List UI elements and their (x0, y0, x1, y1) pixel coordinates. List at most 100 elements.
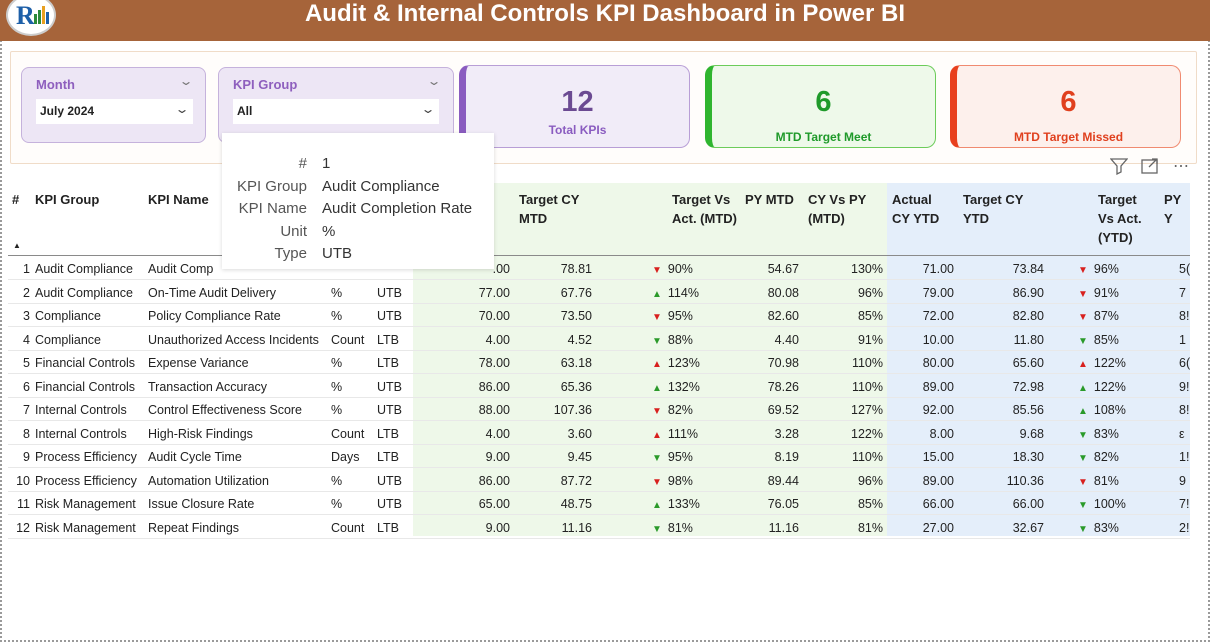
table-row[interactable]: 10 Process Efficiency Automation Utilizati… (8, 469, 1190, 492)
cell-tva-mtd-value: 90% (667, 262, 693, 276)
cell-py-mtd: 80.08 (767, 285, 799, 300)
ytd-columns-background (887, 183, 1190, 536)
sort-ascending-icon[interactable]: ▲ (13, 241, 21, 250)
cell-group: Audit Compliance (35, 285, 133, 300)
header-target-cy-mtd[interactable]: Target CY MTD (519, 192, 580, 226)
cell-target-mtd: 4.52 (567, 332, 592, 347)
cell-tva-ytd-value: 108% (1093, 403, 1126, 417)
table-row[interactable]: 9 Process Efficiency Audit Cycle Time Days L… (8, 445, 1190, 469)
cell-py-mtd: 89.44 (767, 473, 799, 488)
cell-tva-ytd-value: 83% (1093, 520, 1119, 535)
triangle-down-icon: ▼ (1078, 453, 1088, 464)
focus-mode-icon[interactable] (1141, 157, 1159, 180)
cell-n: 7 (23, 403, 30, 417)
cell-tva-mtd-value: 81% (667, 520, 693, 535)
table-row[interactable]: 6 Financial Controls Transaction Accuracy%… (8, 375, 1190, 398)
table-row[interactable]: 2 Audit Compliance On-Time Audit Delivery%… (8, 281, 1190, 304)
cell-py-ytd: ε (1179, 426, 1185, 441)
table-row[interactable]: 5 Financial Controls Expense Variance% LTB 7… (8, 351, 1190, 375)
cell-tva-mtd: ▼ 98% (652, 474, 693, 488)
cell-py-ytd: 7! (1179, 497, 1190, 511)
tooltip-key: Unit (280, 222, 307, 240)
kpi-table: # ▲ KPI Group KPI Name Target CY MTD Tar… (8, 183, 1190, 541)
cell-target-mtd: 73.50 (560, 309, 592, 323)
cell-name: Unauthorized Access Incidents (148, 332, 319, 347)
cell-tva-ytd-value: 122% (1093, 356, 1126, 370)
cell-name: Automation Utilization (148, 473, 269, 488)
cell-n: 2 (23, 285, 30, 300)
filter-icon[interactable] (1109, 157, 1129, 180)
header-target-vs-act-mtd[interactable]: Target Vs Act. (MTD) (672, 192, 737, 226)
cell-tva-mtd: ▼ 95% (652, 450, 693, 464)
table-row[interactable]: 11 Risk Management Issue Closure Rate% UTB 6… (8, 492, 1190, 516)
cell-group: Internal Controls (35, 426, 127, 441)
cell-py-mtd: 8.19 (774, 450, 799, 464)
cell-target-mtd: 65.36 (560, 379, 592, 394)
cell-n: 9 (23, 450, 30, 464)
cell-tva-mtd-value: 133% (667, 497, 700, 511)
header-py-mtd[interactable]: PY MTD (745, 192, 794, 207)
table-row[interactable]: 7 Internal Controls Control Effectiveness … (8, 398, 1190, 422)
cell-unit: Days (331, 450, 360, 464)
month-dropdown[interactable]: July 2024 ⌄ (36, 99, 193, 124)
triangle-down-icon: ▼ (1078, 288, 1088, 300)
cell-name: Audit Cycle Time (148, 450, 242, 464)
kpi-group-slicer[interactable]: KPI Group ⌄ All ⌄ (218, 67, 454, 143)
cell-n: 6 (23, 379, 30, 394)
cell-n: 8 (23, 426, 30, 441)
table-row[interactable]: 12 Risk Management Repeat Findings Count LTB… (8, 516, 1190, 539)
cell-actual-mtd: 9.00 (485, 520, 510, 535)
more-options-icon[interactable]: ⋯ (1173, 158, 1190, 175)
table-row[interactable]: 1 Audit Compliance Audit Comp .00 78.81 54.67… (8, 257, 1190, 281)
cell-type: UTB (377, 309, 402, 323)
mtd-target-missed-label: MTD Target Missed (1013, 130, 1124, 144)
total-kpis-label: Total KPIs (548, 123, 607, 137)
cell-tva-ytd-value: 85% (1093, 332, 1119, 347)
cell-group: Compliance (35, 332, 102, 347)
cell-unit: % (331, 497, 343, 511)
header-target-cy-ytd[interactable]: Target CY YTD (963, 192, 1024, 226)
table-row[interactable]: 4 Compliance Unauthorized Access Incidents… (8, 328, 1190, 351)
header-kpi-name[interactable]: KPI Name (148, 192, 209, 207)
header-actual-cy-ytd[interactable]: Actual CY YTD (892, 192, 940, 226)
header-cy-vs-py-mtd[interactable]: CY Vs PY (MTD) (808, 192, 867, 226)
triangle-down-icon: ▼ (1078, 335, 1088, 347)
cell-n: 12 (16, 520, 30, 535)
cell-tva-ytd-value: 100% (1093, 497, 1126, 511)
cell-tva-ytd-value: 91% (1093, 285, 1119, 300)
header-number[interactable]: # (12, 192, 20, 207)
cell-actual-ytd: 15.00 (922, 450, 954, 464)
header-py-ytd[interactable]: PY Y (1164, 192, 1182, 226)
cell-tva-ytd: ▼ 91% (1078, 286, 1119, 300)
triangle-down-icon: ▼ (1078, 312, 1088, 323)
cell-unit: % (331, 473, 343, 488)
chevron-down-icon[interactable]: ⌄ (178, 74, 194, 88)
cell-actual-mtd: 78.00 (478, 356, 510, 370)
mtd-target-meet-card: 6 MTD Target Meet (705, 65, 936, 148)
cell-py-ytd: 8! (1179, 403, 1190, 417)
cell-n: 5 (23, 356, 30, 370)
cell-n: 1 (23, 262, 30, 276)
cell-type: UTB (377, 473, 402, 488)
cell-tva-ytd: ▼ 82% (1078, 450, 1119, 464)
header-target-vs-act-ytd[interactable]: Target Vs Act. (YTD) (1098, 192, 1142, 245)
header-kpi-group[interactable]: KPI Group (35, 192, 100, 207)
triangle-down-icon: ▼ (652, 265, 662, 276)
chevron-down-icon[interactable]: ⌄ (420, 102, 436, 116)
cell-tva-ytd: ▼ 83% (1078, 427, 1119, 441)
tooltip-key: KPI Name (238, 200, 307, 217)
cell-actual-mtd: 77.00 (478, 285, 510, 300)
chevron-down-icon[interactable]: ⌄ (426, 74, 442, 88)
table-row[interactable]: 3 Compliance Policy Compliance Rate% UTB 70.… (8, 304, 1190, 328)
cell-type: LTB (377, 450, 399, 464)
cell-tva-ytd-value: 87% (1093, 309, 1119, 323)
cell-actual-ytd: 89.00 (922, 379, 954, 394)
chevron-down-icon[interactable]: ⌄ (174, 102, 190, 116)
triangle-down-icon: ▼ (652, 335, 662, 347)
cell-name: Repeat Findings (148, 520, 240, 535)
cell-tva-ytd: ▼ 83% (1078, 521, 1119, 535)
kpi-group-dropdown[interactable]: All ⌄ (233, 99, 439, 124)
month-slicer[interactable]: Month ⌄ July 2024 ⌄ (21, 67, 206, 143)
total-kpis-value: 12 (561, 86, 594, 118)
table-row[interactable]: 8 Internal Controls High-Risk Findings Coun… (8, 422, 1190, 445)
